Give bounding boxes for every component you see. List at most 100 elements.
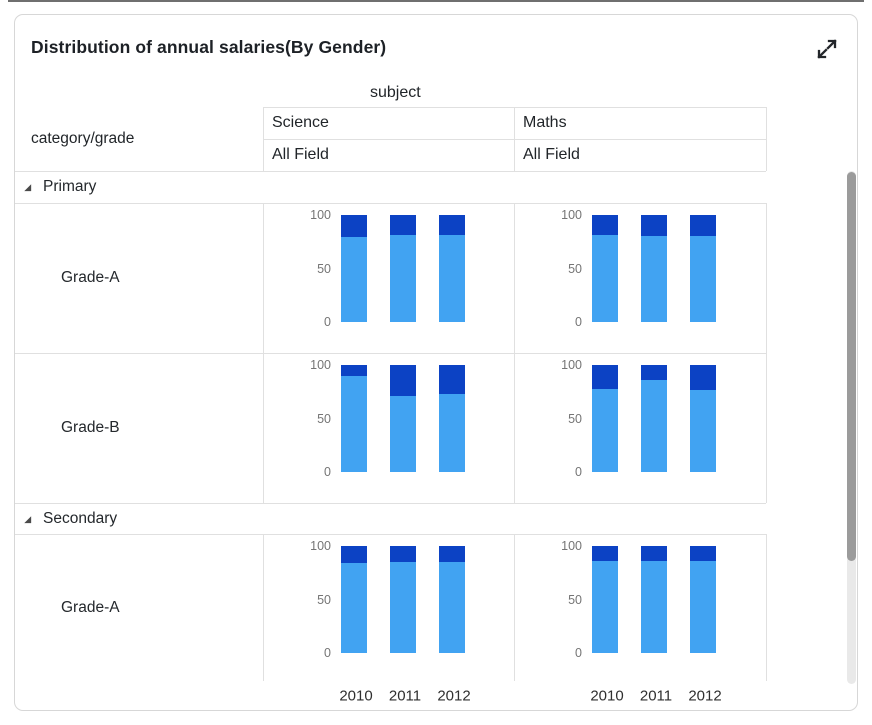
x-axis-tick-label: 2010 — [590, 687, 624, 705]
y-axis-tick-label: 0 — [575, 646, 582, 660]
y-axis-tick-label: 50 — [568, 261, 582, 276]
bar-segment-light-blue — [690, 560, 716, 653]
y-axis-tick-label: 0 — [324, 465, 331, 479]
bar-segment-light-blue — [641, 236, 667, 322]
stacked-bar-2010[interactable] — [341, 365, 367, 472]
chart-plot-area — [263, 546, 514, 653]
grid-border — [766, 107, 767, 171]
bar-segment-dark-blue — [390, 215, 416, 236]
bar-segment-light-blue — [341, 375, 367, 472]
bar-segment-dark-blue — [641, 365, 667, 380]
fullscreen-expand-button[interactable] — [813, 35, 841, 63]
chart-cell-primary-grade-a-science: 100 50 0 — [263, 203, 514, 353]
bar-segment-dark-blue — [592, 365, 618, 389]
bar-segment-light-blue — [439, 393, 465, 472]
bar-segment-light-blue — [641, 560, 667, 653]
row-header-label: Grade-A — [61, 598, 120, 616]
chart-plot-area — [514, 365, 766, 472]
chart-cell-secondary-grade-a-maths: 100 50 0 — [514, 534, 766, 681]
collapse-triangle-icon[interactable] — [22, 182, 33, 193]
grid-border — [514, 107, 515, 171]
chart-plot-area — [263, 365, 514, 472]
y-axis-tick-label: 100 — [310, 208, 331, 222]
grid-border — [15, 171, 766, 172]
row-header-grade-a[interactable]: Grade-A — [15, 534, 263, 681]
stacked-bar-2010[interactable] — [592, 546, 618, 653]
stacked-bar-2012[interactable] — [690, 365, 716, 472]
vertical-scrollbar-track[interactable] — [847, 171, 856, 684]
column-header-maths[interactable]: Maths — [523, 114, 567, 131]
chart-plot-area — [263, 215, 514, 322]
group-row-label: Primary — [43, 178, 97, 195]
row-field-header[interactable]: category/grade — [31, 130, 135, 147]
column-subheader-science[interactable]: All Field — [272, 146, 329, 163]
x-axis-tick-label: 2010 — [339, 687, 373, 705]
bar-segment-dark-blue — [592, 546, 618, 561]
column-subheader-maths[interactable]: All Field — [523, 146, 580, 163]
bar-segment-dark-blue — [439, 215, 465, 236]
column-header-science[interactable]: Science — [272, 114, 329, 131]
x-axis-tick-label: 2012 — [437, 687, 471, 705]
chart-plot-area — [514, 546, 766, 653]
stacked-bar-2012[interactable] — [690, 215, 716, 322]
bar-segment-dark-blue — [390, 365, 416, 397]
bar-segment-light-blue — [439, 235, 465, 322]
y-axis-tick-label: 100 — [561, 358, 582, 372]
bar-segment-light-blue — [690, 389, 716, 472]
bar-segment-dark-blue — [341, 546, 367, 564]
bar-segment-light-blue — [341, 237, 367, 322]
grid-border — [15, 353, 766, 354]
x-axis-tick-label: 2011 — [639, 687, 673, 705]
stacked-bar-2010[interactable] — [592, 365, 618, 472]
stacked-bar-2012[interactable] — [690, 546, 716, 653]
stacked-bar-2011[interactable] — [641, 215, 667, 322]
bar-segment-dark-blue — [592, 215, 618, 236]
bar-segment-light-blue — [390, 396, 416, 472]
card-title: Distribution of annual salaries(By Gende… — [31, 37, 387, 57]
grid-border — [514, 203, 515, 503]
pivot-chart-card: Distribution of annual salaries(By Gende… — [14, 14, 858, 711]
y-axis-tick-label: 100 — [310, 358, 331, 372]
stacked-bar-2012[interactable] — [439, 365, 465, 472]
row-header-grade-a[interactable]: Grade-A — [15, 203, 263, 353]
bar-segment-light-blue — [592, 235, 618, 322]
group-row-primary[interactable]: Primary — [15, 171, 766, 203]
vertical-scrollbar-thumb[interactable] — [847, 172, 856, 561]
stacked-bar-2010[interactable] — [341, 546, 367, 653]
stacked-bar-2011[interactable] — [641, 365, 667, 472]
bar-segment-light-blue — [690, 236, 716, 322]
stacked-bar-2011[interactable] — [390, 365, 416, 472]
column-field-header[interactable]: subject — [370, 84, 421, 101]
stacked-bar-2012[interactable] — [439, 546, 465, 653]
x-axis-science: 2010 2011 2012 — [263, 681, 514, 711]
grid-border — [15, 534, 766, 535]
bar-segment-dark-blue — [439, 365, 465, 394]
bar-segment-dark-blue — [341, 215, 367, 238]
stacked-bar-2010[interactable] — [592, 215, 618, 322]
top-divider — [8, 0, 864, 2]
stacked-bar-2011[interactable] — [641, 546, 667, 653]
row-header-grade-b[interactable]: Grade-B — [15, 353, 263, 503]
collapse-triangle-icon[interactable] — [22, 514, 33, 525]
bar-segment-light-blue — [439, 562, 465, 653]
bar-segment-dark-blue — [439, 546, 465, 563]
grid-border — [263, 203, 264, 503]
bar-segment-light-blue — [390, 562, 416, 653]
row-header-label: Grade-A — [61, 269, 120, 286]
y-axis-tick-label: 50 — [568, 592, 582, 607]
stacked-bar-2011[interactable] — [390, 546, 416, 653]
grid-border — [766, 534, 767, 681]
bar-segment-light-blue — [592, 388, 618, 472]
stacked-bar-2012[interactable] — [439, 215, 465, 322]
group-row-secondary[interactable]: Secondary — [15, 503, 766, 535]
y-axis-tick-label: 50 — [317, 261, 331, 276]
grid-border — [263, 107, 264, 171]
bar-segment-dark-blue — [641, 546, 667, 561]
stacked-bar-2010[interactable] — [341, 215, 367, 322]
bar-segment-light-blue — [641, 379, 667, 472]
grid-border — [15, 503, 766, 504]
y-axis-tick-label: 0 — [575, 465, 582, 479]
group-row-label: Secondary — [43, 510, 118, 527]
stacked-bar-2011[interactable] — [390, 215, 416, 322]
